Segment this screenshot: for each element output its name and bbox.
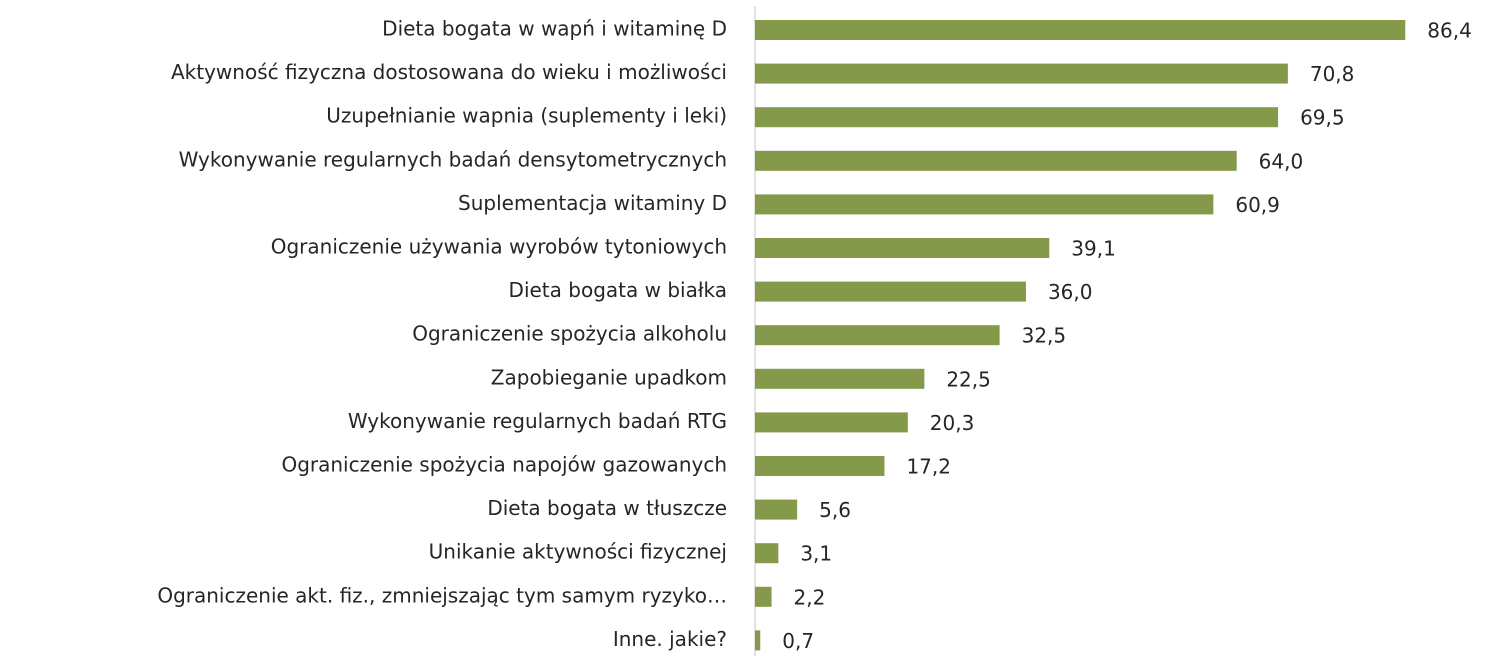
value-label: 69,5 [1300, 106, 1345, 130]
value-label: 3,1 [800, 542, 832, 566]
bar [755, 543, 779, 564]
value-label: 86,4 [1427, 19, 1472, 43]
bar [755, 412, 908, 433]
value-label: 60,9 [1235, 193, 1280, 217]
value-label: 22,5 [946, 367, 991, 391]
category-label: Ograniczenie spożycia alkoholu [412, 322, 727, 346]
category-label: Ograniczenie spożycia napojów gazowanych [281, 453, 727, 477]
category-label: Inne. jakie? [613, 627, 727, 651]
bar [755, 456, 885, 476]
bar [755, 194, 1214, 215]
value-label: 39,1 [1071, 237, 1116, 261]
category-label: Dieta bogata w białka [509, 278, 727, 302]
category-label: Zapobieganie upadkom [491, 365, 727, 389]
bar [755, 586, 772, 607]
value-label: 0,7 [782, 629, 814, 653]
value-label: 36,0 [1048, 280, 1093, 304]
bar [755, 107, 1279, 128]
value-label: 70,8 [1310, 62, 1355, 86]
category-label: Ograniczenie akt. fiz., zmniejszając tym… [157, 583, 727, 607]
category-label: Dieta bogata w wapń i witaminę D [382, 17, 727, 41]
bar [755, 630, 761, 651]
value-label: 5,6 [819, 498, 851, 522]
value-label: 20,3 [930, 411, 975, 435]
bar [755, 368, 925, 389]
value-label: 64,0 [1259, 149, 1304, 173]
category-label: Aktywność fizyczna dostosowana do wieku … [171, 60, 727, 84]
value-label: 32,5 [1022, 324, 1067, 348]
category-label: Ograniczenie używania wyrobów tytoniowyc… [271, 235, 727, 259]
value-label: 17,2 [906, 455, 951, 479]
category-label: Dieta bogata w tłuszcze [487, 496, 727, 520]
value-label: 2,2 [794, 585, 826, 609]
bar [755, 499, 798, 520]
bar [755, 325, 1000, 346]
category-label: Wykonywanie regularnych badań densytomet… [179, 147, 727, 171]
bar [755, 150, 1237, 171]
category-label: Uzupełnianie wapnia (suplementy i leki) [326, 104, 727, 128]
bar [755, 238, 1050, 258]
bar [755, 63, 1288, 84]
category-label: Unikanie aktywności fizycznej [429, 540, 727, 564]
category-label: Suplementacja witaminy D [458, 191, 727, 215]
bar [755, 20, 1406, 40]
bar [755, 281, 1026, 302]
category-label: Wykonywanie regularnych badań RTG [348, 409, 727, 433]
